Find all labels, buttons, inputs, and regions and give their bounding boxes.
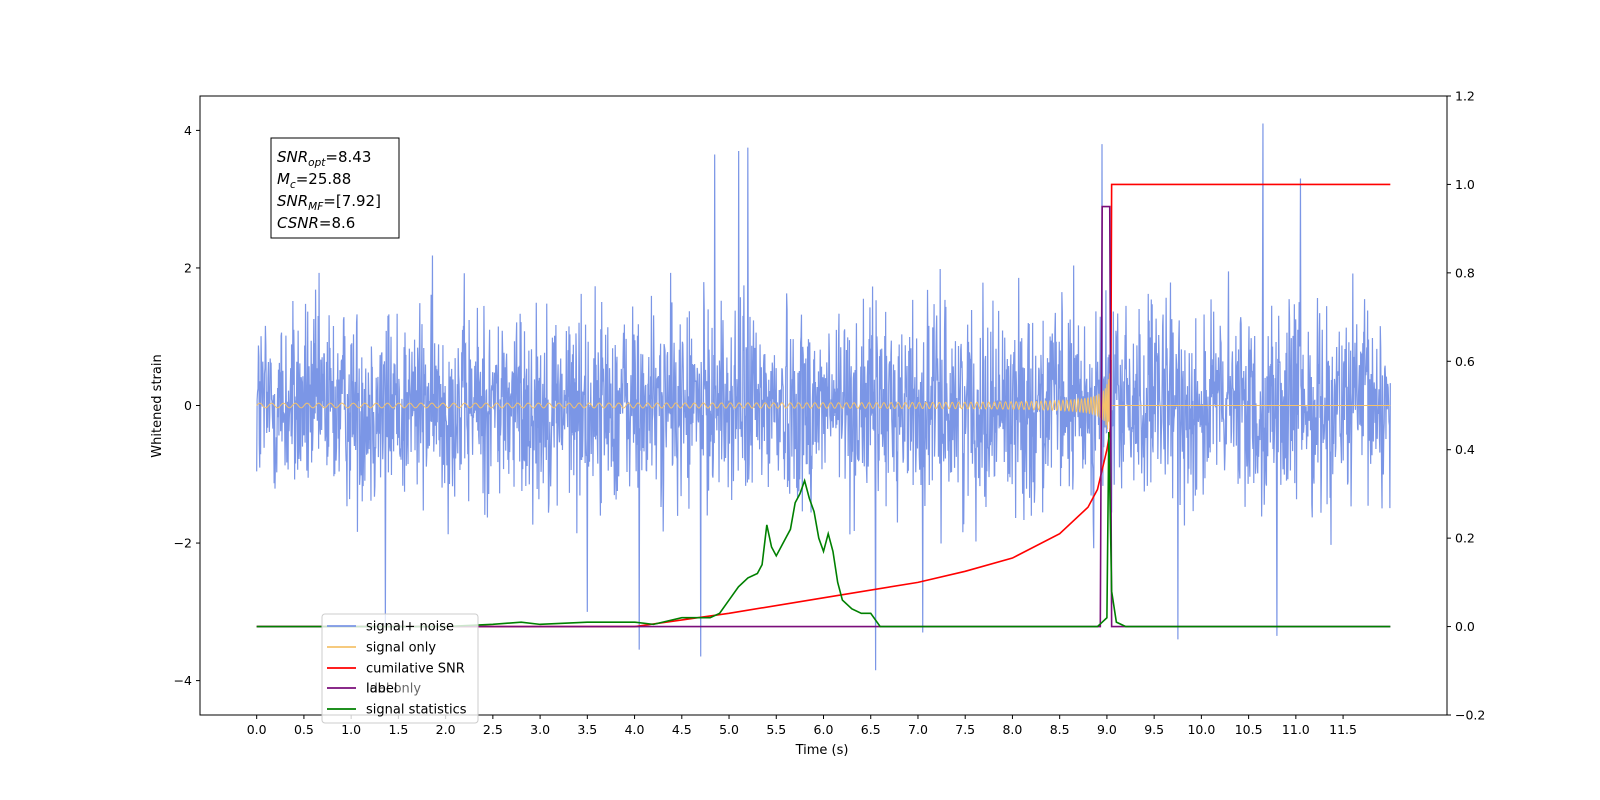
y2-tick-label: −0.2 — [1455, 708, 1485, 723]
x-tick-label: 8.5 — [1050, 722, 1070, 737]
legend-label-ghost: ldal only — [366, 682, 421, 697]
y-axis-label: Whitened strain — [150, 354, 165, 457]
legend-label: signal+ noise — [366, 620, 454, 635]
x-tick-label: 2.5 — [483, 722, 503, 737]
y-axis-right: −0.2 0.0 0.2 0.4 0.6 0.8 1.0 1.2 — [1447, 89, 1485, 723]
x-tick-label: 1.0 — [341, 722, 361, 737]
x-tick-label: 6.5 — [861, 722, 881, 737]
y2-tick-label: 0.6 — [1455, 354, 1475, 369]
x-tick-label: 4.0 — [625, 722, 645, 737]
y2-tick-label: 0.0 — [1455, 619, 1475, 634]
x-axis: 0.0 0.5 1.0 1.5 2.0 2.5 3.0 3.5 4.0 4.5 5.0 5.5 6.0 6… — [247, 715, 1357, 737]
x-tick-label: 3.0 — [530, 722, 550, 737]
series-layer — [256, 123, 1391, 671]
series-signal-noise — [256, 123, 1391, 671]
x-tick-label: 11.5 — [1329, 722, 1357, 737]
legend-label: cumilative SNR — [366, 662, 465, 677]
y-tick-label: 0 — [184, 398, 192, 413]
x-tick-label: 10.5 — [1235, 722, 1263, 737]
annotation-line: SNRopt=8.43 — [277, 148, 371, 169]
x-tick-label: 7.5 — [955, 722, 975, 737]
y-tick-label: 4 — [184, 123, 192, 138]
x-tick-label: 2.0 — [436, 722, 456, 737]
y2-tick-label: 0.8 — [1455, 265, 1475, 280]
x-tick-label: 0.5 — [294, 722, 314, 737]
legend: signal+ noise signal only cumilative SNR la… — [321, 613, 479, 724]
series-label — [256, 205, 1391, 628]
x-tick-label: 9.5 — [1144, 722, 1164, 737]
x-tick-label: 10.0 — [1187, 722, 1215, 737]
y2-tick-label: 0.4 — [1455, 442, 1475, 457]
y-tick-label: −4 — [174, 673, 192, 688]
x-axis-label: Time (s) — [795, 743, 849, 758]
y-axis-left: −4 −2 0 2 4 — [174, 123, 200, 688]
y2-tick-label: 1.0 — [1455, 177, 1475, 192]
x-tick-label: 7.0 — [908, 722, 928, 737]
x-tick-label: 8.0 — [1002, 722, 1022, 737]
x-tick-label: 11.0 — [1282, 722, 1310, 737]
series-signal-statistics — [256, 432, 1391, 628]
annotation-line: SNRMF=[7.92] — [277, 192, 381, 213]
x-tick-label: 1.5 — [388, 722, 408, 737]
x-tick-label: 3.5 — [577, 722, 597, 737]
y2-tick-label: 1.2 — [1455, 89, 1475, 104]
x-tick-label: 4.5 — [672, 722, 692, 737]
x-tick-label: 6.0 — [814, 722, 834, 737]
annotation-line: CSNR=8.6 — [277, 214, 355, 232]
y-tick-label: −2 — [174, 536, 192, 551]
x-tick-label: 5.0 — [719, 722, 739, 737]
x-tick-label: 9.0 — [1097, 722, 1117, 737]
legend-label: signal only — [366, 641, 436, 656]
x-tick-label: 5.5 — [766, 722, 786, 737]
series-signal-only — [256, 366, 1391, 441]
annotation-line: Mc=25.88 — [277, 170, 351, 191]
legend-label: label — [366, 682, 397, 697]
legend-label: signal statistics — [366, 703, 467, 718]
y2-tick-label: 0.2 — [1455, 531, 1475, 546]
x-tick-label: 0.0 — [247, 722, 267, 737]
y-tick-label: 2 — [184, 260, 192, 275]
